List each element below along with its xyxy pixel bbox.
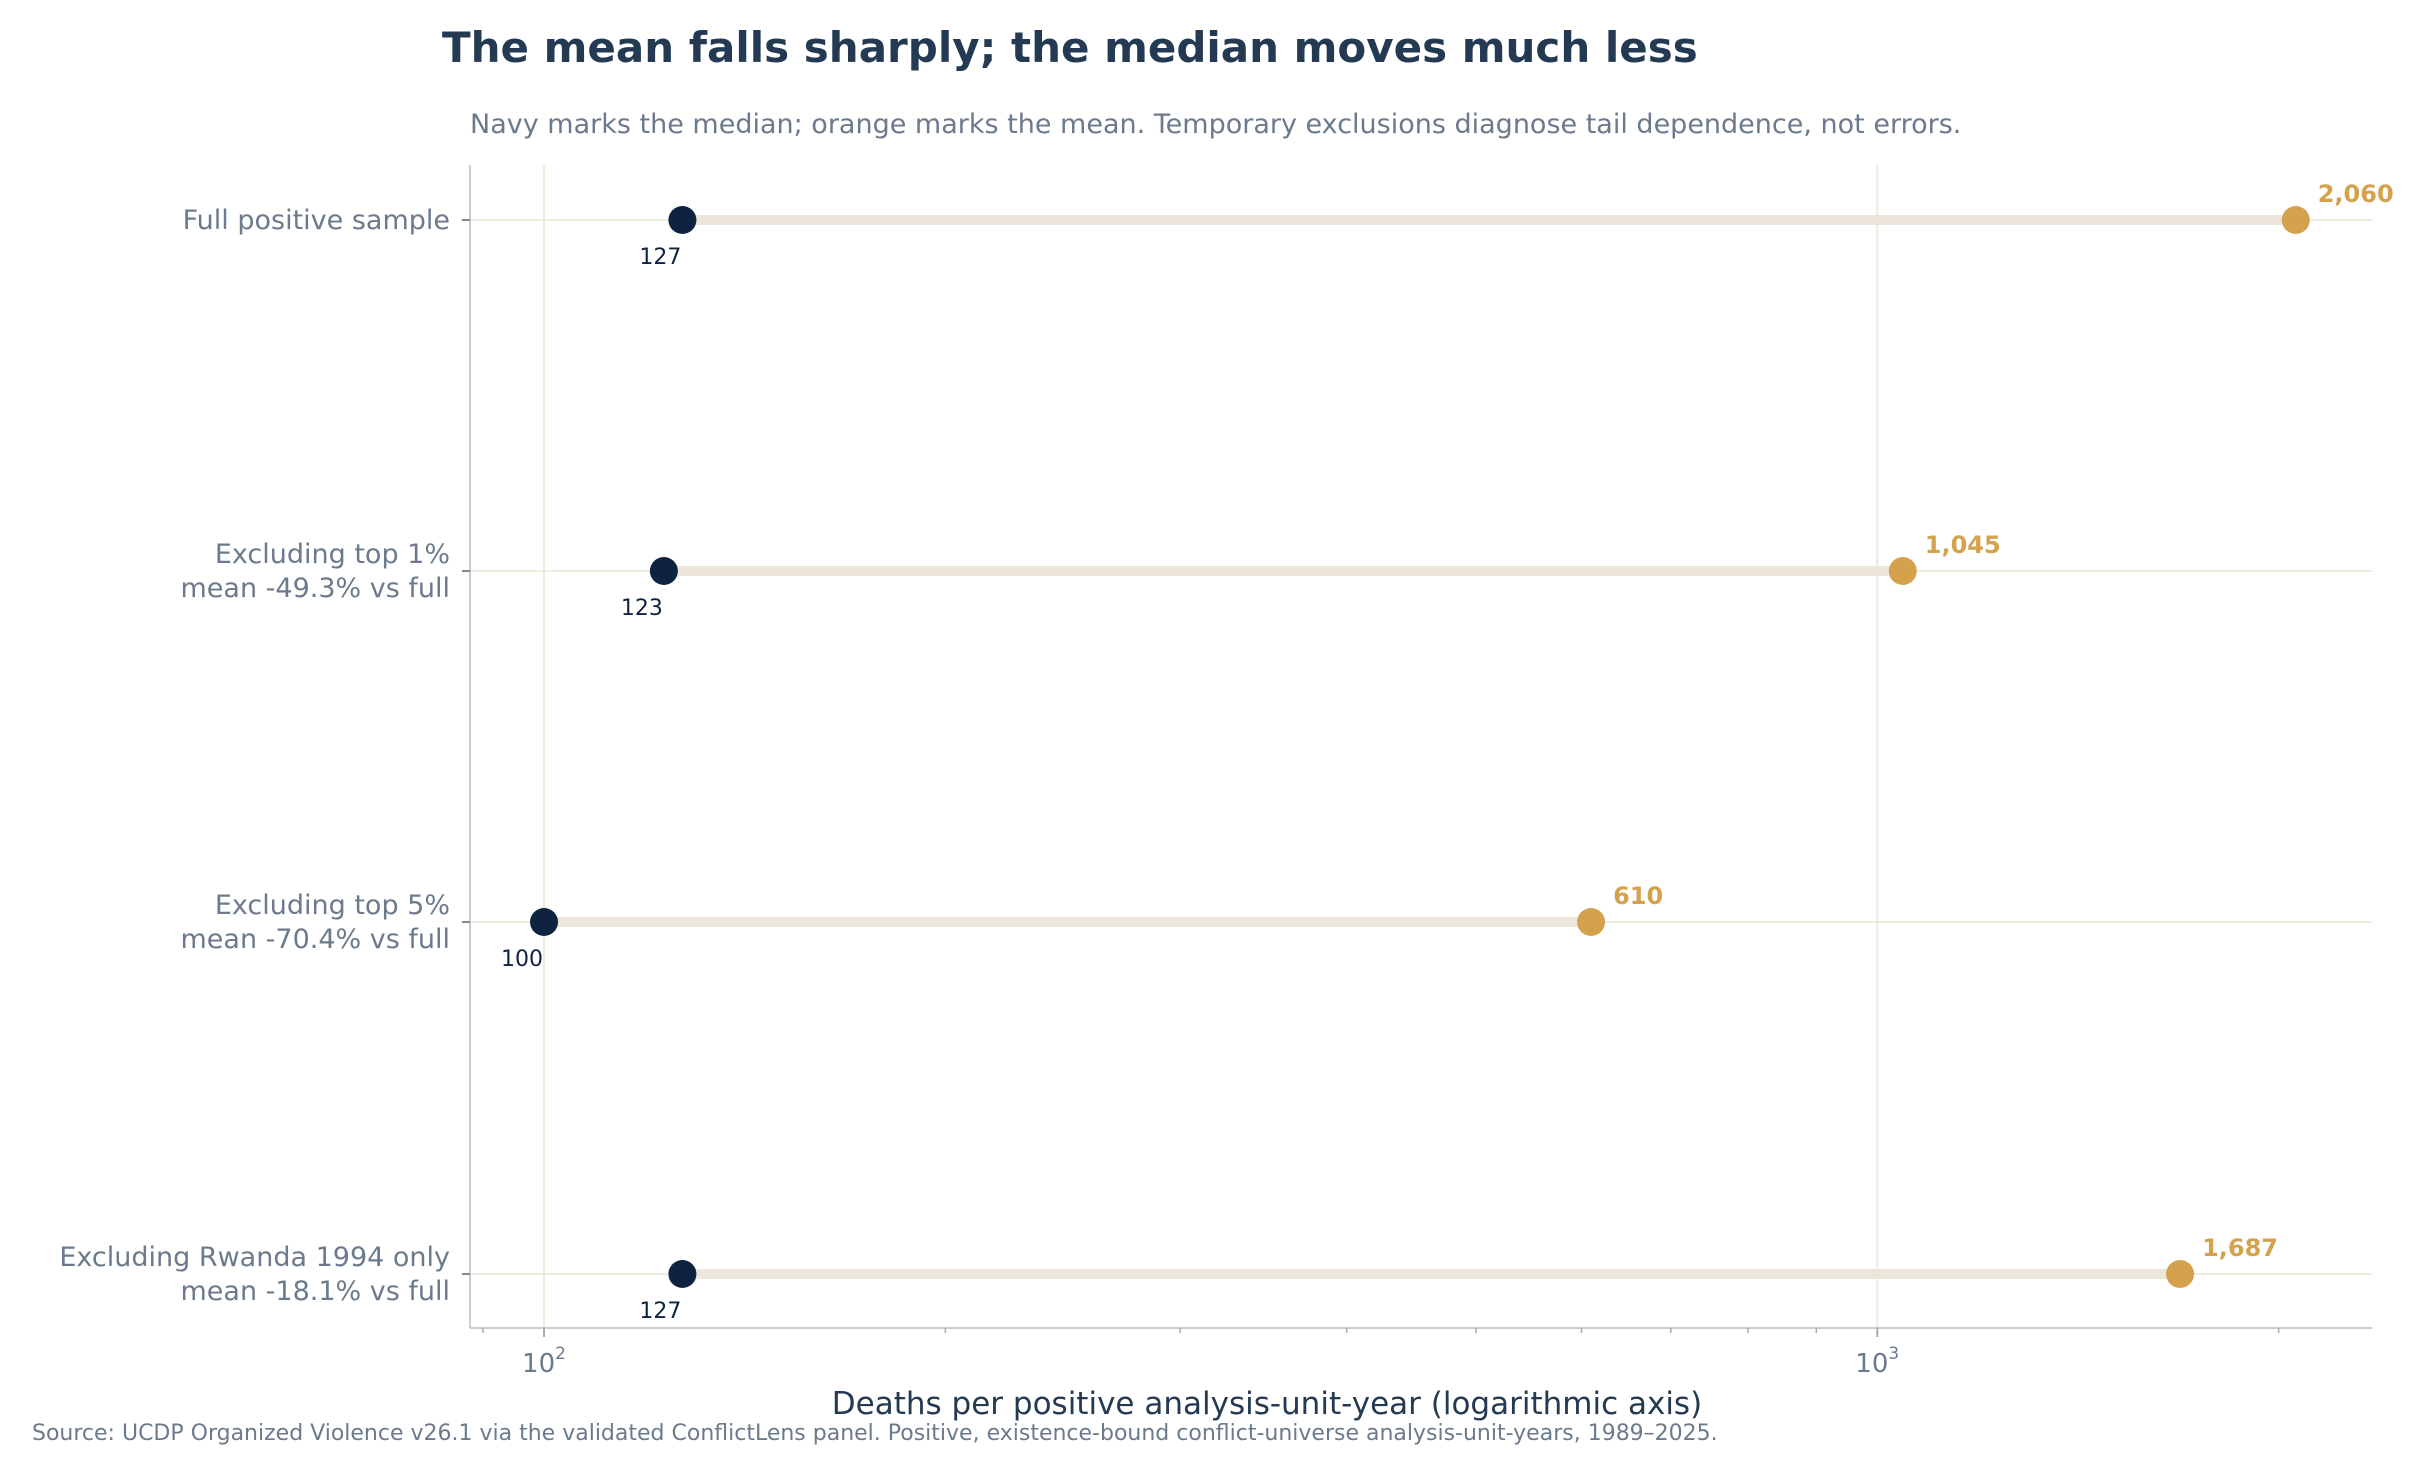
median-value-label: 100: [501, 947, 543, 972]
mean-point: [2166, 1260, 2195, 1288]
plot-marks: 127 2,060 123 1,045 100 610 127 1,687: [501, 180, 2394, 1324]
median-point: [649, 557, 678, 585]
chart-title: The mean falls sharply; the median moves…: [442, 23, 1698, 72]
category-sublabel: mean -49.3% vs full: [181, 573, 451, 604]
median-point: [668, 206, 697, 234]
grid: [470, 165, 2372, 1328]
source-note: Source: UCDP Organized Violence v26.1 vi…: [32, 1421, 1718, 1446]
category-label: Excluding Rwanda 1994 only: [59, 1242, 450, 1273]
median-point: [530, 908, 559, 936]
category-label: Full positive sample: [183, 205, 450, 236]
mean-value-label: 2,060: [2318, 180, 2394, 208]
median-value-label: 127: [639, 1299, 681, 1324]
x-tick-label: 103: [1855, 1344, 1899, 1379]
median-point: [668, 1260, 697, 1288]
mean-point: [1577, 908, 1606, 936]
category-label: Excluding top 1%: [215, 539, 450, 570]
median-value-label: 127: [639, 245, 681, 270]
median-value-label: 123: [621, 596, 663, 621]
mean-point: [1888, 557, 1917, 585]
mean-point: [2281, 206, 2310, 234]
mean-value-label: 1,045: [1925, 531, 2001, 559]
x-tick-label: 102: [522, 1344, 566, 1379]
chart-subtitle: Navy marks the median; orange marks the …: [470, 109, 1961, 140]
category-sublabel: mean -18.1% vs full: [181, 1276, 451, 1307]
mean-value-label: 610: [1613, 882, 1663, 910]
category-sublabel: mean -70.4% vs full: [181, 924, 451, 955]
mean-value-label: 1,687: [2202, 1234, 2278, 1262]
axes: 102 103: [462, 165, 2372, 1379]
x-axis-label: Deaths per positive analysis-unit-year (…: [832, 1386, 1702, 1422]
category-label: Excluding top 5%: [215, 890, 450, 921]
